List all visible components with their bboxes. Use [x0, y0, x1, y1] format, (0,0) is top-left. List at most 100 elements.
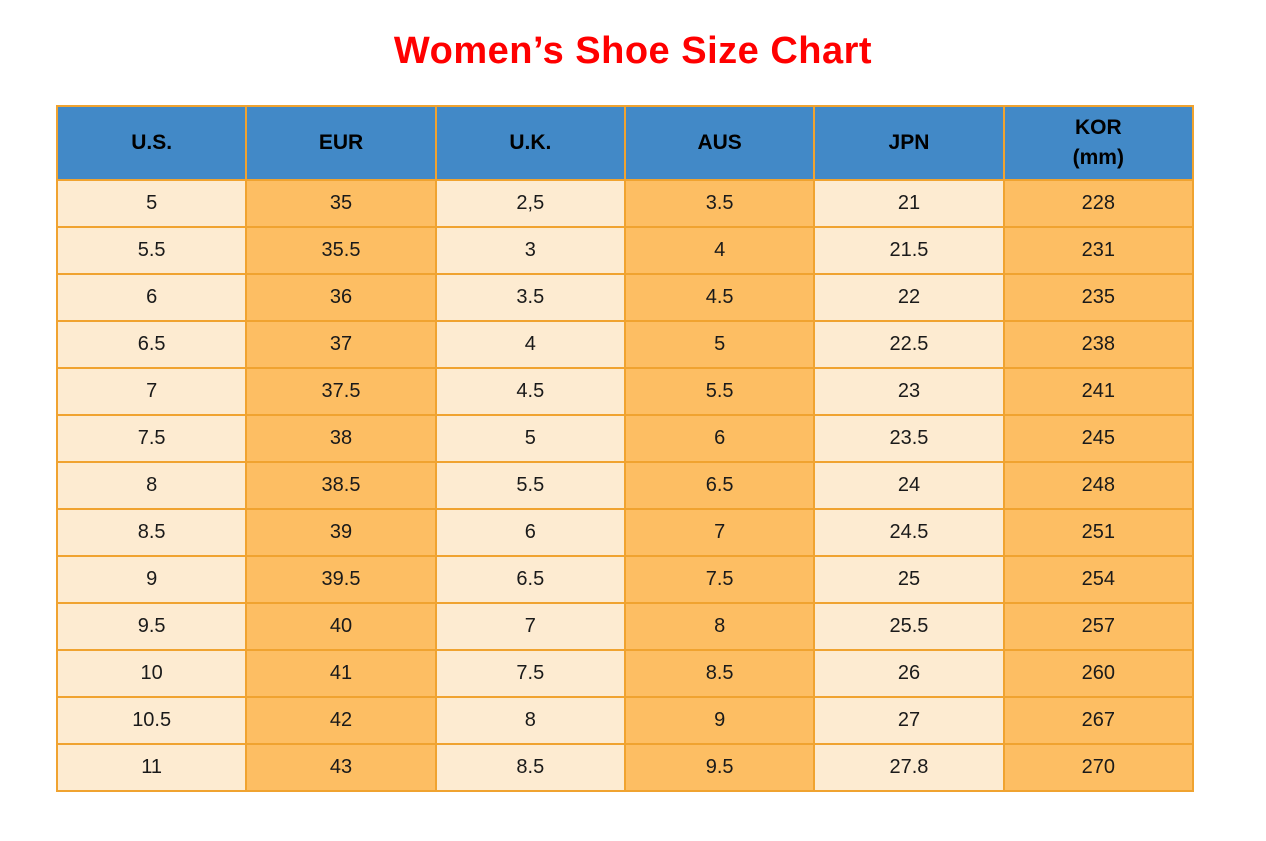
cell-kor: 270 — [1002, 743, 1195, 792]
cell-kor: 251 — [1002, 508, 1195, 557]
table-row: 7.5 38 5 6 23.5 245 — [55, 414, 1195, 463]
column-header-aus: AUS — [623, 105, 816, 181]
cell-jpn: 25.5 — [813, 602, 1005, 651]
cell-jpn: 21.5 — [813, 226, 1005, 275]
cell-aus: 3.5 — [623, 179, 816, 228]
cell-eur: 37.5 — [245, 367, 437, 416]
cell-uk: 3.5 — [434, 273, 626, 322]
cell-kor: 245 — [1002, 414, 1195, 463]
cell-uk: 8.5 — [434, 743, 626, 792]
table-row: 5.5 35.5 3 4 21.5 231 — [55, 226, 1195, 275]
cell-eur: 40 — [245, 602, 437, 651]
table-header-row: U.S. EUR U.K. AUS JPN KOR (mm) — [55, 105, 1195, 181]
cell-kor: 228 — [1002, 179, 1195, 228]
table-row: 6.5 37 4 5 22.5 238 — [55, 320, 1195, 369]
cell-kor: 257 — [1002, 602, 1195, 651]
cell-eur: 38.5 — [245, 461, 437, 510]
cell-us: 5.5 — [55, 226, 248, 275]
cell-uk: 8 — [434, 696, 626, 745]
cell-jpn: 27.8 — [813, 743, 1005, 792]
cell-jpn: 26 — [813, 649, 1005, 698]
cell-kor: 238 — [1002, 320, 1195, 369]
cell-aus: 9 — [623, 696, 816, 745]
cell-jpn: 24 — [813, 461, 1005, 510]
cell-us: 9 — [55, 555, 248, 604]
cell-eur: 35.5 — [245, 226, 437, 275]
cell-aus: 7.5 — [623, 555, 816, 604]
cell-uk: 3 — [434, 226, 626, 275]
cell-us: 10 — [55, 649, 248, 698]
cell-eur: 37 — [245, 320, 437, 369]
cell-uk: 7 — [434, 602, 626, 651]
cell-eur: 43 — [245, 743, 437, 792]
page: Women’s Shoe Size Chart U.S. EUR U.K. AUS JP… — [0, 30, 1266, 792]
cell-aus: 5 — [623, 320, 816, 369]
shoe-size-table: U.S. EUR U.K. AUS JPN KOR (mm) 5 35 2,5 3.5 21 228 5… — [55, 105, 1195, 792]
column-header-label: EUR — [318, 130, 364, 154]
cell-us: 7 — [55, 367, 248, 416]
cell-us: 6 — [55, 273, 248, 322]
cell-eur: 36 — [245, 273, 437, 322]
cell-aus: 9.5 — [623, 743, 816, 792]
cell-jpn: 27 — [813, 696, 1005, 745]
cell-aus: 4 — [623, 226, 816, 275]
table-row: 11 43 8.5 9.5 27.8 270 — [55, 743, 1195, 792]
cell-eur: 35 — [245, 179, 437, 228]
cell-kor: 231 — [1002, 226, 1195, 275]
column-header-kor: KOR (mm) — [1002, 105, 1195, 181]
cell-kor: 235 — [1002, 273, 1195, 322]
cell-eur: 41 — [245, 649, 437, 698]
cell-aus: 6.5 — [623, 461, 816, 510]
table-row: 6 36 3.5 4.5 22 235 — [55, 273, 1195, 322]
page-title: Women’s Shoe Size Chart — [393, 30, 873, 72]
cell-kor: 260 — [1002, 649, 1195, 698]
column-header-sublabel: (mm) — [1072, 146, 1124, 169]
cell-aus: 7 — [623, 508, 816, 557]
table-header: U.S. EUR U.K. AUS JPN KOR (mm) — [55, 105, 1195, 181]
cell-kor: 267 — [1002, 696, 1195, 745]
column-header-eur: EUR — [245, 105, 437, 181]
table-row: 8.5 39 6 7 24.5 251 — [55, 508, 1195, 557]
cell-jpn: 25 — [813, 555, 1005, 604]
column-header-label: JPN — [888, 130, 930, 154]
cell-us: 6.5 — [55, 320, 248, 369]
cell-uk: 4 — [434, 320, 626, 369]
table-row: 7 37.5 4.5 5.5 23 241 — [55, 367, 1195, 416]
cell-eur: 39.5 — [245, 555, 437, 604]
cell-aus: 6 — [623, 414, 816, 463]
cell-aus: 4.5 — [623, 273, 816, 322]
table-row: 10 41 7.5 8.5 26 260 — [55, 649, 1195, 698]
cell-us: 10.5 — [55, 696, 248, 745]
column-header-jpn: JPN — [813, 105, 1005, 181]
cell-aus: 8 — [623, 602, 816, 651]
cell-us: 9.5 — [55, 602, 248, 651]
cell-jpn: 22 — [813, 273, 1005, 322]
cell-jpn: 23 — [813, 367, 1005, 416]
table-body: 5 35 2,5 3.5 21 228 5.5 35.5 3 4 21.5 231 6 36 3.5 4.5 2… — [55, 179, 1195, 792]
table-row: 10.5 42 8 9 27 267 — [55, 696, 1195, 745]
cell-us: 8 — [55, 461, 248, 510]
cell-jpn: 21 — [813, 179, 1005, 228]
column-header-label: U.S. — [131, 130, 173, 154]
cell-aus: 8.5 — [623, 649, 816, 698]
cell-us: 8.5 — [55, 508, 248, 557]
cell-aus: 5.5 — [623, 367, 816, 416]
table-row: 9.5 40 7 8 25.5 257 — [55, 602, 1195, 651]
table-row: 8 38.5 5.5 6.5 24 248 — [55, 461, 1195, 510]
cell-uk: 2,5 — [434, 179, 626, 228]
cell-eur: 39 — [245, 508, 437, 557]
column-header-label: U.K. — [509, 130, 552, 154]
cell-uk: 6.5 — [434, 555, 626, 604]
cell-uk: 7.5 — [434, 649, 626, 698]
column-header-label: AUS — [697, 130, 742, 154]
cell-uk: 4.5 — [434, 367, 626, 416]
cell-uk: 5 — [434, 414, 626, 463]
cell-kor: 254 — [1002, 555, 1195, 604]
cell-us: 7.5 — [55, 414, 248, 463]
cell-us: 5 — [55, 179, 248, 228]
cell-uk: 6 — [434, 508, 626, 557]
column-header-us: U.S. — [55, 105, 248, 181]
cell-kor: 248 — [1002, 461, 1195, 510]
cell-eur: 38 — [245, 414, 437, 463]
cell-jpn: 22.5 — [813, 320, 1005, 369]
